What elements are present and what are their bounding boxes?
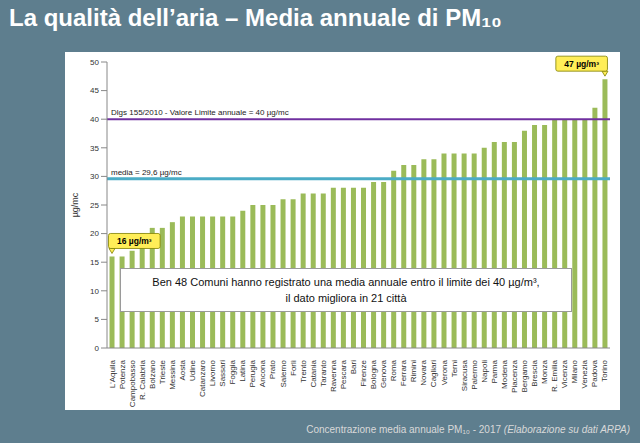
svg-text:Ravenna: Ravenna [329, 359, 338, 392]
svg-text:Palermo: Palermo [470, 359, 479, 389]
svg-text:Messina: Messina [168, 359, 177, 389]
svg-text:16 µg/m³: 16 µg/m³ [117, 236, 152, 246]
svg-text:25: 25 [90, 201, 99, 210]
svg-text:R. Calabria: R. Calabria [138, 359, 147, 400]
svg-text:Potenza: Potenza [118, 359, 127, 389]
svg-text:Torino: Torino [600, 359, 609, 381]
svg-text:Modena: Modena [500, 359, 509, 388]
svg-text:Milano: Milano [570, 359, 579, 383]
html-text:La qualità dell’aria – Media a: La qualità dell’aria – Media annuale di … [9, 4, 502, 31]
svg-text:Forlì: Forlì [289, 360, 298, 376]
svg-text:Genova: Genova [379, 359, 388, 388]
svg-text:Udine: Udine [188, 359, 197, 380]
svg-text:Perugia: Perugia [248, 359, 257, 387]
svg-text:Sassari: Sassari [218, 360, 227, 387]
svg-text:Salerno: Salerno [279, 359, 288, 387]
svg-text:20: 20 [90, 229, 99, 238]
svg-text:Brescia: Brescia [530, 359, 539, 386]
svg-text:Terni: Terni [450, 360, 459, 378]
svg-text:50: 50 [90, 58, 99, 67]
svg-text:Bolzano: Bolzano [148, 359, 157, 388]
svg-text:media = 29,6 µg/mc: media = 29,6 µg/mc [111, 168, 182, 177]
svg-text:µg/mc: µg/mc [70, 192, 80, 217]
html-text:Ben 48 Comuni hanno registrato: Ben 48 Comuni hanno registrato una media… [152, 276, 540, 288]
svg-text:Rimini: Rimini [409, 360, 418, 382]
svg-text:Vicenza: Vicenza [560, 359, 569, 388]
svg-text:Monza: Monza [540, 359, 549, 384]
svg-text:Bologna: Bologna [369, 359, 378, 389]
svg-text:Dlgs 155/2010 - Valore Limite: Dlgs 155/2010 - Valore Limite annuale = … [111, 108, 289, 117]
svg-text:Catania: Catania [309, 359, 318, 387]
svg-text:10: 10 [90, 287, 99, 296]
svg-text:Roma: Roma [389, 359, 398, 381]
svg-text:Taranto: Taranto [319, 359, 328, 386]
svg-text:Ferrara: Ferrara [399, 359, 408, 386]
svg-text:30: 30 [90, 172, 99, 181]
svg-text:Verona: Verona [440, 359, 449, 385]
svg-text:Catanzaro: Catanzaro [198, 359, 207, 396]
svg-text:Piacenza: Piacenza [510, 359, 519, 392]
svg-text:Venezia: Venezia [580, 359, 589, 388]
svg-text:Foggia: Foggia [228, 359, 237, 384]
svg-text:47 µg/m³: 47 µg/m³ [564, 59, 599, 69]
svg-text:Padova: Padova [590, 359, 599, 387]
svg-text:Firenze: Firenze [359, 359, 368, 386]
svg-text:Pescara: Pescara [339, 359, 348, 389]
svg-text:Cagliari: Cagliari [429, 360, 438, 387]
svg-text:Livorno: Livorno [208, 359, 217, 386]
svg-text:Aosta: Aosta [178, 359, 187, 380]
svg-text:Trento: Trento [299, 359, 308, 382]
svg-text:35: 35 [90, 144, 99, 153]
svg-text:45: 45 [90, 86, 99, 95]
svg-text:Bergamo: Bergamo [520, 359, 529, 392]
svg-text:0: 0 [95, 344, 100, 353]
html-text:Concentrazione media annuale P: Concentrazione media annuale PM₁₀ - 2017… [306, 424, 630, 435]
svg-text:Siracusa: Siracusa [460, 359, 469, 391]
svg-text:Ancona: Ancona [258, 359, 267, 387]
svg-text:40: 40 [90, 115, 99, 124]
svg-text:R. Emilia: R. Emilia [550, 359, 559, 392]
svg-text:Napoli: Napoli [480, 360, 489, 383]
svg-text:Trieste: Trieste [158, 359, 167, 384]
svg-text:15: 15 [90, 258, 99, 267]
svg-text:Bari: Bari [349, 360, 358, 374]
html-text:il dato migliora in 21 città: il dato migliora in 21 città [285, 292, 407, 304]
svg-text:L'Aquila: L'Aquila [108, 359, 117, 388]
svg-text:Parma: Parma [490, 359, 499, 383]
svg-text:Novara: Novara [419, 359, 428, 385]
svg-text:Latina: Latina [238, 359, 247, 381]
svg-text:5: 5 [95, 315, 100, 324]
svg-text:Prato: Prato [268, 359, 277, 379]
svg-text:Campobasso: Campobasso [128, 359, 137, 407]
